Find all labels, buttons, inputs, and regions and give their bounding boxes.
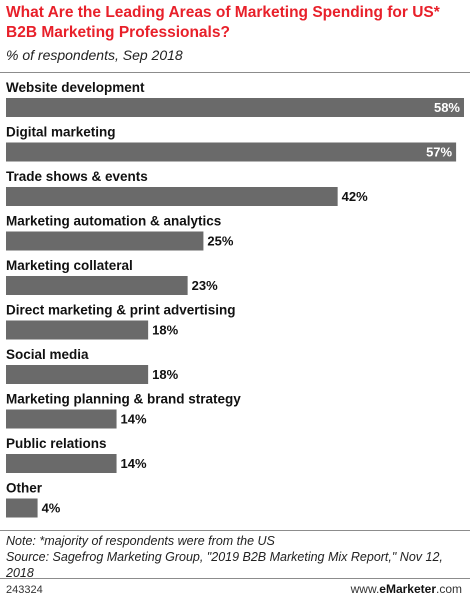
category-label: Website development [6,80,145,95]
bar [6,365,149,384]
bar-chart: Website development 58% Digital marketing 5… [6,80,464,518]
brand-suffix: .com [435,582,462,596]
value-label: 14% [121,456,147,471]
category-label: Direct marketing & print advertising [6,303,236,318]
footnote: Note: *majority of respondents were from… [6,534,275,548]
category-label: Marketing automation & analytics [6,214,221,229]
bar [6,276,188,295]
bar [6,231,204,251]
value-label: 4% [42,501,61,516]
brand-name: eMarketer [379,582,436,596]
bar [6,320,149,340]
value-label: 25% [207,234,233,249]
value-label: 14% [121,412,147,427]
top-divider [0,72,470,73]
chart-subtitle: % of respondents, Sep 2018 [6,47,183,63]
value-label: 57% [426,145,452,160]
brand-link[interactable]: www.eMarketer.com [351,582,462,596]
category-label: Trade shows & events [6,169,148,184]
value-label: 23% [192,278,218,293]
bar [6,454,117,473]
footer-divider [0,578,470,579]
category-label: Social media [6,347,89,362]
bottom-divider [0,530,470,531]
category-label: Marketing collateral [6,258,133,273]
brand-prefix: www. [350,582,380,596]
value-label: 42% [342,189,368,204]
value-label: 18% [152,367,178,382]
value-label: 18% [152,323,178,338]
bar [6,187,338,206]
chart-footer: Note: *majority of respondents were from… [6,533,464,581]
bar [6,409,117,429]
source-note: Source: Sagefrog Marketing Group, "2019 … [6,550,443,580]
category-label: Public relations [6,436,107,451]
bar [6,498,38,518]
chart-title: What Are the Leading Areas of Marketing … [6,4,440,41]
bar [6,98,464,117]
bar [6,142,457,162]
chart-id: 243324 [6,584,43,596]
category-label: Digital marketing [6,125,116,140]
category-label: Marketing planning & brand strategy [6,392,241,407]
value-label: 58% [434,100,460,115]
category-label: Other [6,481,43,496]
